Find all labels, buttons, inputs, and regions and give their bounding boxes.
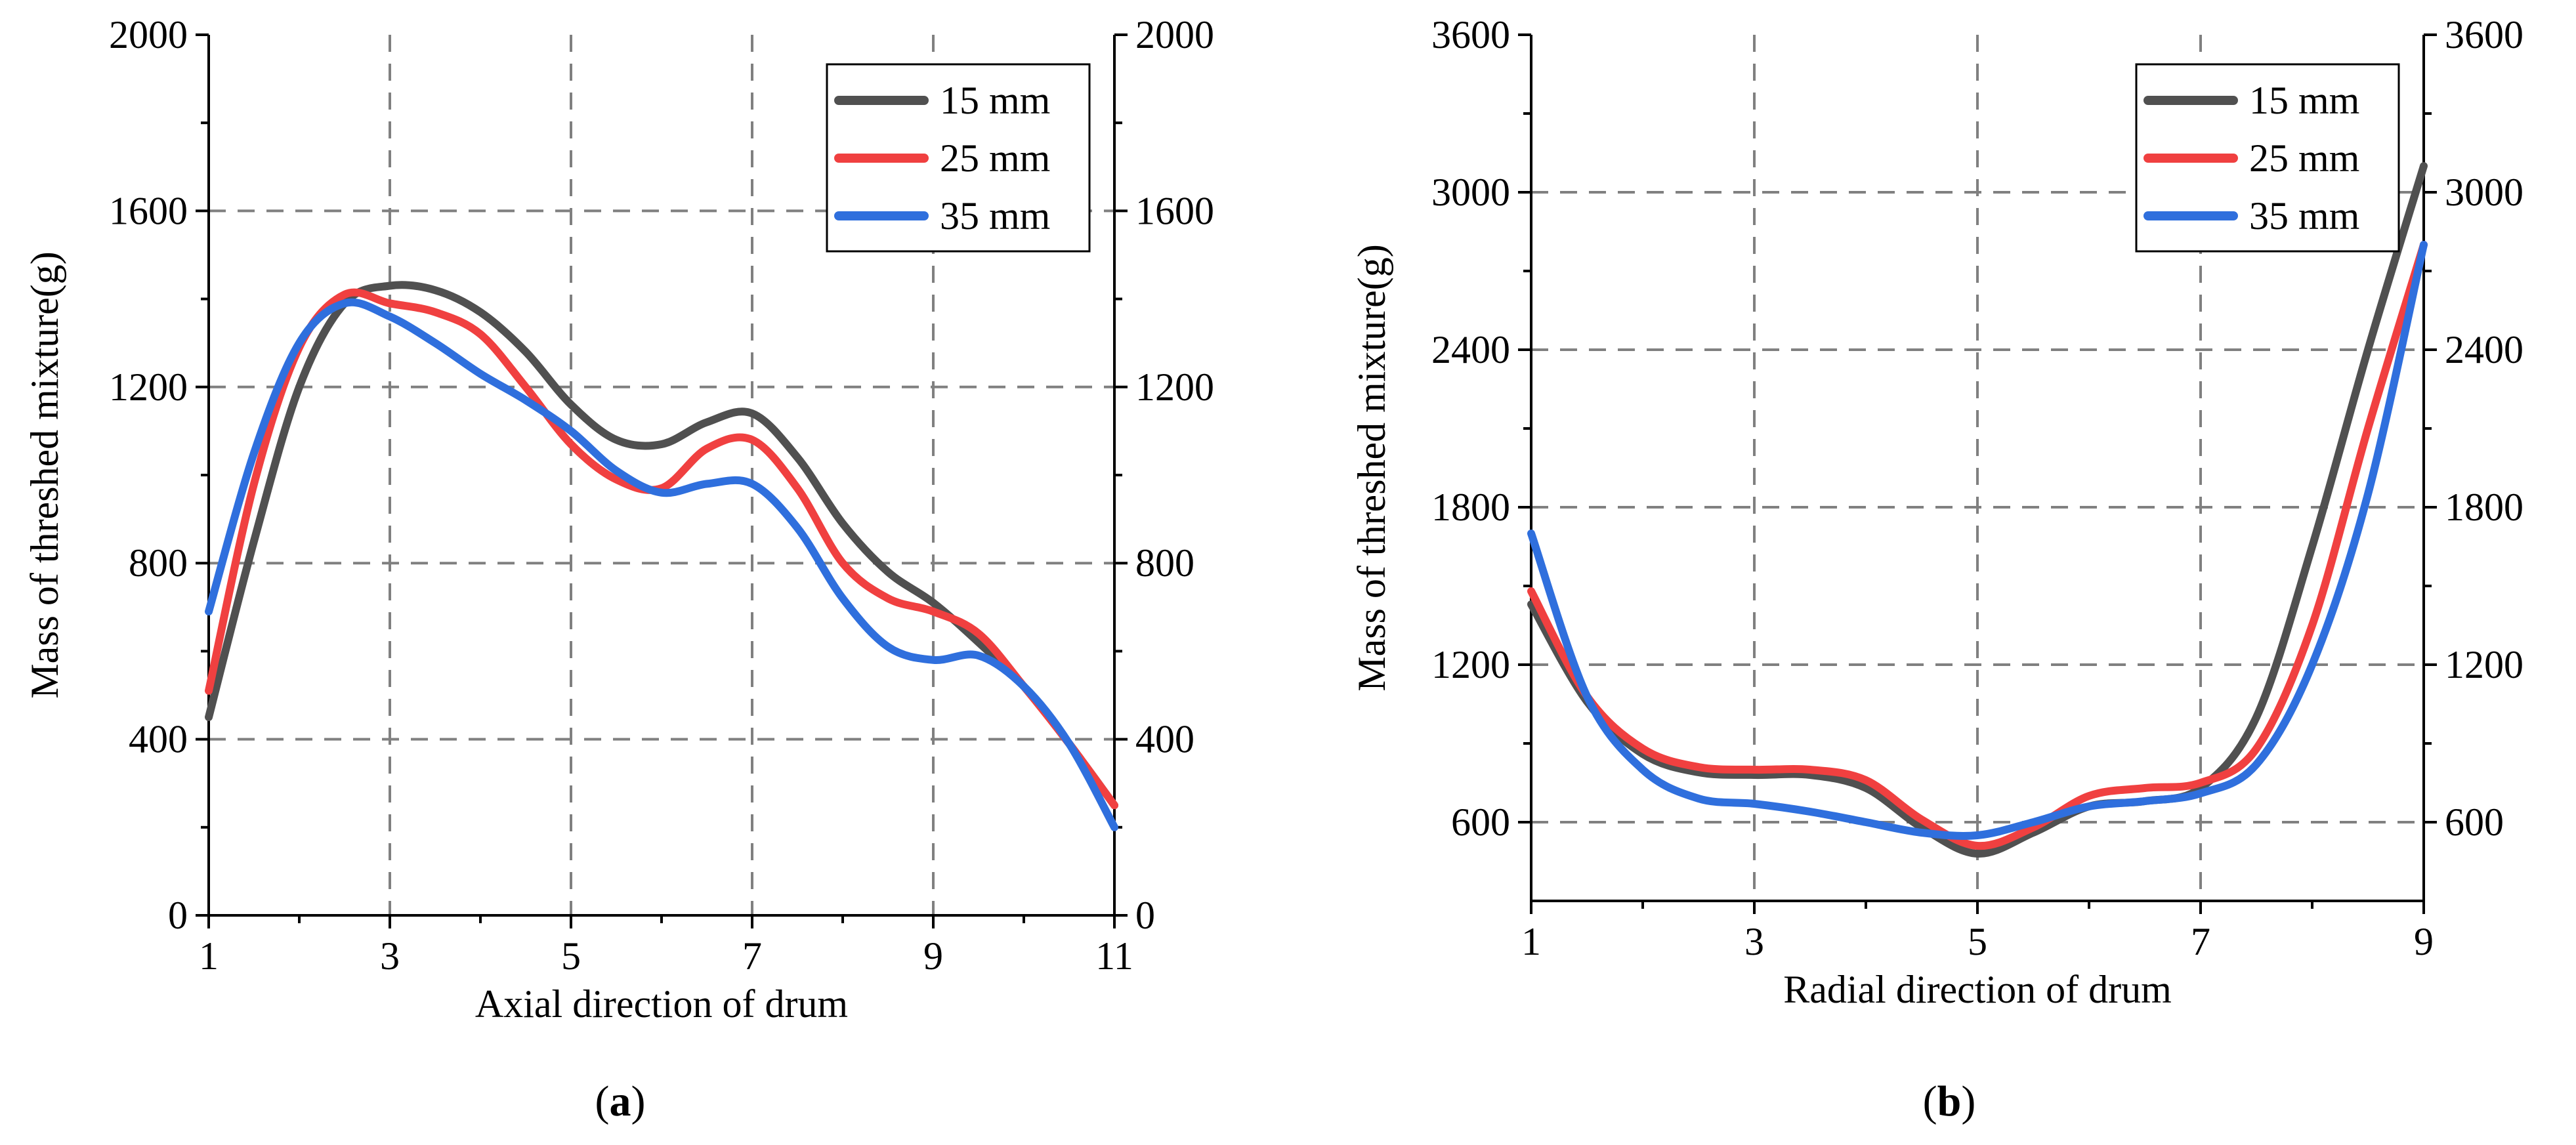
- y-tick-label-right: 800: [1135, 541, 1194, 585]
- y-tick-label-right: 3600: [2445, 13, 2523, 56]
- x-tick-label: 7: [742, 934, 762, 978]
- y-tick-label: 3600: [1431, 13, 1510, 56]
- y-tick-label: 3000: [1431, 171, 1510, 214]
- series-line-25-mm: [205, 288, 1118, 810]
- legend-label: 35 mm: [940, 194, 1050, 238]
- y-tick-label-right: 400: [1135, 718, 1194, 761]
- x-tick-label: 3: [380, 934, 400, 978]
- x-tick-label: 5: [561, 934, 581, 978]
- x-tick-label: 5: [1968, 920, 1987, 963]
- y-axis-title: Mass of threshed mixture(g): [23, 251, 66, 699]
- y-tick-label-right: 1200: [1135, 365, 1214, 409]
- y-axis-title: Mass of threshed mixture(g): [1350, 244, 1393, 692]
- x-tick-label: 1: [199, 934, 219, 978]
- legend-label: 35 mm: [2249, 194, 2359, 238]
- y-tick-label-right: 2000: [1135, 13, 1214, 56]
- y-tick-label: 600: [1451, 801, 1510, 844]
- x-axis-title: Radial direction of drum: [1783, 968, 2172, 1011]
- x-tick-label: 7: [2191, 920, 2210, 963]
- chart-a: 0 0 400 400 800 800 1200 1200 1600 1600 2000 2000 1 3…: [23, 13, 1214, 1125]
- legend-label: 15 mm: [2249, 79, 2359, 122]
- x-tick-label: 9: [2414, 920, 2434, 963]
- legend-label: 25 mm: [2249, 136, 2359, 180]
- x-tick-label: 1: [1521, 920, 1541, 963]
- y-tick-label-right: 2400: [2445, 328, 2523, 371]
- x-tick-label: 3: [1744, 920, 1764, 963]
- panel-label: (a): [595, 1077, 646, 1125]
- x-tick-label: 11: [1095, 934, 1133, 978]
- y-tick-label: 1200: [109, 365, 188, 409]
- y-tick-label: 1800: [1431, 486, 1510, 529]
- series-line-25-mm: [1527, 241, 2428, 850]
- y-tick-label: 1600: [109, 189, 188, 232]
- y-tick-label: 2400: [1431, 328, 1510, 371]
- legend: 15 mm 25 mm 35 mm: [826, 63, 1091, 253]
- y-tick-label: 400: [129, 718, 188, 761]
- y-tick-label-right: 1800: [2445, 486, 2523, 529]
- x-tick-label: 9: [923, 934, 943, 978]
- y-tick-label: 800: [129, 541, 188, 585]
- legend-label: 25 mm: [940, 136, 1050, 180]
- panel-label: (b): [1923, 1077, 1976, 1125]
- y-tick-label-right: 1200: [2445, 643, 2523, 686]
- legend-label: 15 mm: [940, 79, 1050, 122]
- series-line-35-mm: [1527, 241, 2428, 840]
- chart-b: 600 600 1200 1200 1800 1800 2400 2400 3000 3000 36…: [1350, 13, 2523, 1125]
- series-group: [205, 281, 1118, 831]
- series-line-35-mm: [205, 298, 1118, 831]
- y-tick-label-right: 0: [1135, 894, 1155, 937]
- series-line-15-mm: [205, 281, 1118, 810]
- y-tick-label: 1200: [1431, 643, 1510, 686]
- y-tick-label-right: 600: [2445, 801, 2504, 844]
- y-tick-label: 2000: [109, 13, 188, 56]
- series-group: [1527, 162, 2428, 858]
- y-tick-label: 0: [168, 894, 188, 937]
- legend: 15 mm 25 mm 35 mm: [2135, 63, 2400, 253]
- y-tick-label-right: 1600: [1135, 189, 1214, 232]
- y-tick-label-right: 3000: [2445, 171, 2523, 214]
- series-line-15-mm: [1527, 162, 2428, 858]
- x-axis-title: Axial direction of drum: [475, 982, 848, 1026]
